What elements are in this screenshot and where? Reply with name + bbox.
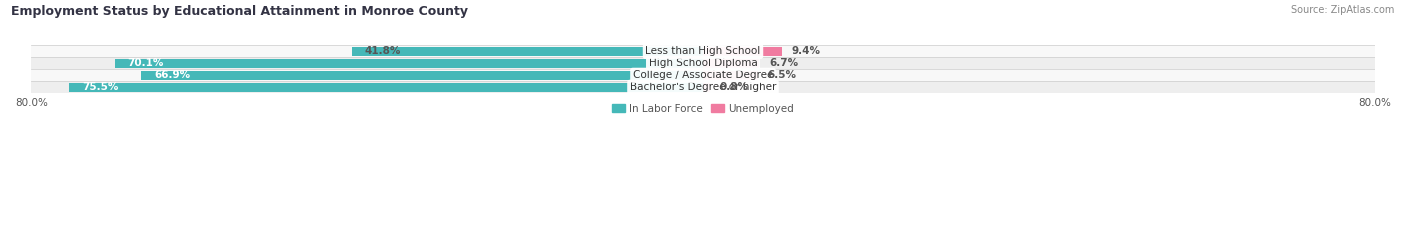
Text: 75.5%: 75.5% [82, 82, 118, 92]
Text: 6.7%: 6.7% [769, 58, 799, 68]
Bar [142, 71, 703, 80]
Bar [31, 45, 1375, 57]
Bar [703, 71, 758, 80]
Text: High School Diploma: High School Diploma [648, 58, 758, 68]
Bar [352, 47, 703, 56]
Bar [69, 83, 703, 92]
Text: 9.4%: 9.4% [792, 46, 821, 56]
Text: Less than High School: Less than High School [645, 46, 761, 56]
Text: 0.8%: 0.8% [720, 82, 749, 92]
Bar [703, 47, 782, 56]
Text: College / Associate Degree: College / Associate Degree [633, 70, 773, 80]
Text: Bachelor's Degree or higher: Bachelor's Degree or higher [630, 82, 776, 92]
Bar [703, 83, 710, 92]
Bar [31, 81, 1375, 93]
Bar [31, 57, 1375, 69]
Bar [31, 69, 1375, 81]
Text: Source: ZipAtlas.com: Source: ZipAtlas.com [1291, 5, 1395, 15]
Bar [114, 59, 703, 68]
Text: 6.5%: 6.5% [768, 70, 797, 80]
Text: 41.8%: 41.8% [364, 46, 401, 56]
Text: 70.1%: 70.1% [127, 58, 163, 68]
Bar [703, 59, 759, 68]
Text: 66.9%: 66.9% [155, 70, 190, 80]
Legend: In Labor Force, Unemployed: In Labor Force, Unemployed [609, 99, 797, 118]
Text: Employment Status by Educational Attainment in Monroe County: Employment Status by Educational Attainm… [11, 5, 468, 18]
